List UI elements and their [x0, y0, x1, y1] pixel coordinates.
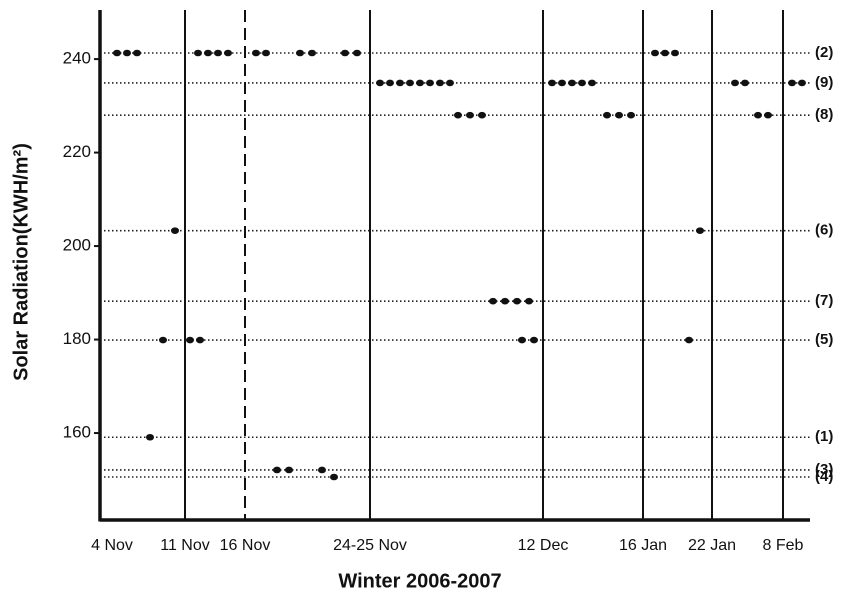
data-point: [204, 49, 212, 57]
data-point: [661, 49, 669, 57]
data-point: [353, 49, 361, 57]
data-point: [627, 111, 635, 119]
data-point: [446, 79, 454, 87]
y-tick-label: 200: [63, 236, 91, 255]
data-point: [262, 49, 270, 57]
x-axis-title: Winter 2006-2007: [338, 570, 501, 592]
reference-label: (5): [815, 331, 833, 348]
data-point: [685, 336, 693, 344]
x-tick-label: 8 Feb: [763, 537, 804, 554]
data-point: [396, 79, 404, 87]
data-point: [525, 297, 533, 305]
data-point: [489, 297, 497, 305]
data-point: [296, 49, 304, 57]
reference-label: (2): [815, 44, 833, 61]
y-tick-label: 180: [63, 329, 91, 348]
x-tick-label: 16 Jan: [619, 537, 667, 554]
x-tick-label: 24-25 Nov: [333, 537, 407, 554]
x-tick-label: 12 Dec: [518, 537, 569, 554]
data-point: [416, 79, 424, 87]
data-point: [386, 79, 394, 87]
data-point: [548, 79, 556, 87]
data-point: [558, 79, 566, 87]
data-point: [186, 336, 194, 344]
data-point: [731, 79, 739, 87]
data-point: [406, 79, 414, 87]
data-point: [454, 111, 462, 119]
data-point: [224, 49, 232, 57]
data-point: [588, 79, 596, 87]
reference-label: (6): [815, 222, 833, 239]
data-point: [741, 79, 749, 87]
reference-label: (1): [815, 428, 833, 445]
data-point: [113, 49, 121, 57]
y-tick-label: 160: [63, 423, 91, 442]
data-point: [133, 49, 141, 57]
data-point: [696, 227, 704, 234]
reference-label: (4): [815, 468, 833, 485]
data-point: [513, 297, 521, 305]
y-tick-label: 240: [63, 49, 91, 68]
data-point: [194, 49, 202, 57]
data-point: [436, 79, 444, 87]
data-point: [146, 433, 154, 441]
data-point: [171, 227, 179, 234]
x-tick-label: 11 Nov: [160, 537, 210, 554]
data-point: [518, 336, 526, 344]
data-point: [196, 336, 204, 344]
x-tick-label: 22 Jan: [688, 537, 736, 554]
x-tick-label: 4 Nov: [91, 537, 133, 554]
data-point: [330, 473, 338, 481]
data-point: [252, 49, 260, 57]
data-point: [466, 111, 474, 119]
y-tick-label: 220: [63, 142, 91, 161]
data-point: [341, 49, 349, 57]
data-point: [214, 49, 222, 57]
data-point: [376, 79, 384, 87]
reference-label: (3): [815, 461, 833, 478]
reference-label: (7): [815, 292, 833, 309]
data-point: [651, 49, 659, 57]
data-point: [273, 466, 281, 474]
data-point: [478, 111, 486, 119]
data-point: [159, 336, 167, 344]
data-point: [615, 111, 623, 119]
reference-label: (9): [815, 74, 833, 91]
data-point: [285, 466, 293, 474]
data-point: [603, 111, 611, 119]
data-point: [530, 336, 538, 344]
y-axis-title: Solar Radiation(KWH/m²): [10, 143, 32, 381]
data-point: [318, 466, 326, 474]
data-point: [501, 297, 509, 305]
reference-label: (8): [815, 106, 833, 123]
data-point: [764, 111, 772, 119]
data-point: [578, 79, 586, 87]
data-point: [308, 49, 316, 57]
x-tick-label: 16 Nov: [220, 537, 271, 554]
data-point: [671, 49, 679, 57]
data-point: [788, 79, 796, 87]
data-point: [754, 111, 762, 119]
data-point: [798, 79, 806, 87]
data-point: [568, 79, 576, 87]
data-point: [426, 79, 434, 87]
data-point: [123, 49, 131, 57]
